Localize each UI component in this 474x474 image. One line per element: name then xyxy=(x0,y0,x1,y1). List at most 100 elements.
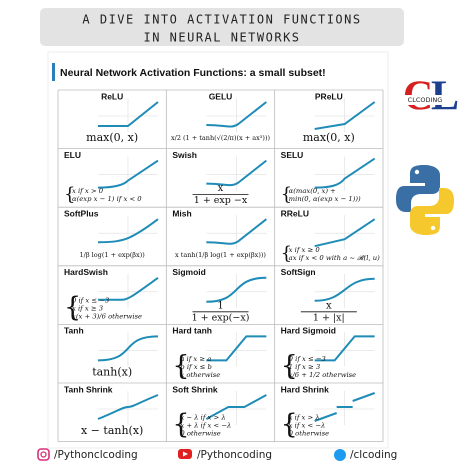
formula: max(0, x) xyxy=(86,131,138,144)
function-cell: SoftPlus 1/β log(1 + exp(βx)) xyxy=(64,208,159,259)
activation-curve xyxy=(314,218,376,248)
function-cell: Tanh Shrink x − tanh(x) xyxy=(64,384,159,437)
activation-curve xyxy=(206,159,267,187)
twitter-handle: /clcoding xyxy=(350,449,397,461)
footer: /Pythonclcoding /Pythoncoding /clcoding xyxy=(37,448,397,461)
function-name: SoftSign xyxy=(281,267,316,277)
clcoding-logo: C L CLCODING xyxy=(403,74,459,120)
function-cell: GELU x/2 (1 + tanh(√(2/π)(x + ax³))) xyxy=(171,91,271,142)
function-cell: Hard Shrink {x if x > λx if x < −λ0 other… xyxy=(281,384,376,440)
formula: tanh(x) xyxy=(92,365,132,378)
function-name: ReLU xyxy=(101,91,123,101)
activation-curve xyxy=(98,276,159,301)
function-name: HardSwish xyxy=(64,267,108,277)
activation-curve xyxy=(206,218,267,245)
formula-line: x if x < −λ xyxy=(289,422,326,430)
function-name: Hard tanh xyxy=(172,326,212,336)
heading: Neural Network Activation Functions: a s… xyxy=(60,67,326,79)
function-cell: RReLU {x if x ≥ 0ax if x < 0 with a ~ 𝓡(l… xyxy=(281,208,380,263)
formula-line: x if x > 0 xyxy=(72,187,104,195)
formula-line: x otherwise xyxy=(180,371,220,379)
function-name: Hard Shrink xyxy=(281,384,329,394)
logo-band xyxy=(404,95,446,105)
python-eye xyxy=(414,169,420,175)
formula-line: x if x ≥ 3 xyxy=(72,304,103,312)
formula-brace: { xyxy=(172,409,189,440)
logo-text: CLCODING xyxy=(408,96,443,104)
activation-curve xyxy=(97,394,159,420)
activation-curve xyxy=(97,335,159,362)
function-grid: ReLU max(0, x) GELU x/2 (1 + tanh(√(2/π)(x … xyxy=(57,89,384,443)
activation-curve xyxy=(206,101,267,128)
activation-curve xyxy=(97,159,159,189)
youtube-play xyxy=(183,451,188,457)
formula-line: 0 otherwise xyxy=(180,430,220,438)
activation-curve xyxy=(314,157,376,189)
formula-line: x if x ≥ 0 xyxy=(289,246,321,254)
function-cell: ELU {x if x > 0α(exp x − 1) if x < 0 xyxy=(64,150,159,205)
function-cell: SELU {α(max(0, x) +min(0, α(exp x − 1))) xyxy=(281,150,376,205)
instagram-handle: /Pythonclcoding xyxy=(54,449,138,461)
formula-numerator: x xyxy=(326,300,332,311)
function-cell: Swish x1 + exp −x xyxy=(172,150,267,206)
formula-brace: { xyxy=(64,292,81,323)
activation-curve xyxy=(314,101,376,130)
formula-numerator: 1 xyxy=(217,300,223,311)
function-name: ELU xyxy=(64,150,81,160)
formula: max(0, x) xyxy=(303,131,355,144)
function-name: Hard Sigmoid xyxy=(281,326,336,336)
formula-line: 1 if x ≥ 3 xyxy=(289,363,321,371)
formula-line: α(max(0, x) + xyxy=(289,187,336,195)
formula-denominator: 1 + exp(−x) xyxy=(192,312,250,323)
function-name: GELU xyxy=(209,91,233,101)
function-name: RReLU xyxy=(281,208,309,218)
formula-brace: { xyxy=(64,184,75,205)
twitter-icon xyxy=(334,449,346,461)
function-cell: PReLU max(0, x) xyxy=(303,91,376,144)
formula-brace: { xyxy=(281,184,292,205)
title-line: A DIVE INTO ACTIVATION FUNCTIONS xyxy=(82,13,361,27)
instagram-icon xyxy=(37,448,50,461)
activation-curve xyxy=(314,335,375,362)
formula-brace: { xyxy=(281,409,298,440)
activation-curve xyxy=(314,392,376,422)
function-name: Swish xyxy=(172,150,197,160)
function-cell: Soft Shrink {x − λ if x > λx + λ if x < −… xyxy=(172,384,267,440)
formula-numerator: x xyxy=(218,183,224,194)
formula-line: x/6 + 1/2 otherwise xyxy=(289,371,357,379)
function-name: Tanh xyxy=(64,326,84,336)
formula-line: α(exp x − 1) if x < 0 xyxy=(72,195,142,203)
function-cell: Hard tanh {a if x ≥ ab if x ≤ bx otherwis… xyxy=(172,326,267,382)
formula-line: 0 if x ≤ −3 xyxy=(72,296,109,304)
function-name: SELU xyxy=(281,150,304,160)
python-blue xyxy=(396,165,440,212)
instagram-icon-lens xyxy=(40,451,47,458)
python-yellow xyxy=(410,188,454,235)
formula-line: 0 otherwise xyxy=(289,430,329,438)
formula-brace: { xyxy=(172,351,189,382)
python-eye xyxy=(430,225,436,231)
title-box xyxy=(40,8,404,46)
function-cell: Tanh tanh(x) xyxy=(64,326,159,378)
function-cell: HardSwish {0 if x ≤ −3x if x ≥ 3x(x + 3)/… xyxy=(64,267,159,323)
youtube-handle: /Pythoncoding xyxy=(197,449,272,461)
formula-line: x + λ if x < −λ xyxy=(180,422,231,430)
formula-line: ax if x < 0 with a ~ 𝓡(l, u) xyxy=(289,254,380,262)
formula: 1/β log(1 + exp(βx)) xyxy=(80,251,146,259)
formula-line: x if x > λ xyxy=(289,414,320,422)
function-cell: ReLU max(0, x) xyxy=(86,91,159,144)
activation-curve xyxy=(314,277,375,302)
activation-curve xyxy=(205,394,267,420)
function-cell: SoftSign x1 + |x| xyxy=(281,267,375,323)
activation-curve xyxy=(206,276,267,303)
activation-curve xyxy=(206,335,267,362)
formula-line: x − λ if x > λ xyxy=(180,414,225,422)
formula-line: 0 if x ≤ −3 xyxy=(289,355,326,363)
function-name: PReLU xyxy=(315,91,343,101)
formula-denominator: 1 + exp −x xyxy=(194,195,248,206)
function-name: Tanh Shrink xyxy=(64,384,113,394)
formula: x/2 (1 + tanh(√(2/π)(x + ax³))) xyxy=(171,134,271,142)
function-cell: Mish x tanh(1/β log(1 + exp(βx))) xyxy=(172,208,267,259)
function-name: SoftPlus xyxy=(64,208,99,218)
